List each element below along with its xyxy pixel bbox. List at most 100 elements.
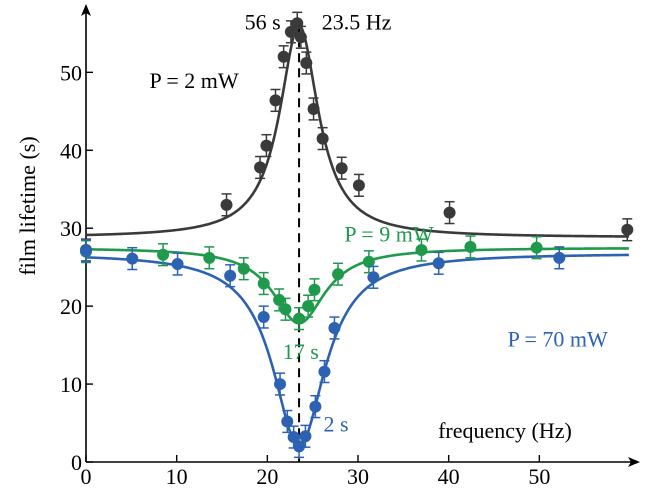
data-marker bbox=[273, 293, 286, 306]
data-marker bbox=[332, 268, 345, 281]
data-point bbox=[328, 316, 341, 340]
data-marker bbox=[287, 431, 300, 444]
data-marker bbox=[464, 240, 477, 253]
data-point bbox=[220, 193, 233, 217]
data-marker bbox=[260, 139, 273, 152]
annotation-label: P = 2 mW bbox=[149, 68, 238, 93]
data-marker bbox=[328, 321, 341, 334]
data-marker bbox=[220, 198, 233, 211]
data-marker bbox=[309, 400, 322, 413]
data-point bbox=[273, 288, 286, 312]
data-marker bbox=[316, 132, 329, 145]
data-point bbox=[171, 252, 184, 276]
x-tick-label: 0 bbox=[81, 464, 92, 489]
data-point bbox=[309, 395, 322, 419]
data-marker bbox=[80, 244, 92, 257]
y-tick-label: 30 bbox=[60, 216, 82, 241]
data-marker bbox=[277, 50, 290, 63]
data-marker bbox=[203, 251, 216, 264]
data-point bbox=[281, 409, 294, 434]
y-axis-label: film lifetime (s) bbox=[15, 136, 40, 275]
annotation-label: 17 s bbox=[283, 339, 319, 364]
data-point bbox=[432, 251, 445, 275]
data-marker bbox=[553, 251, 566, 264]
data-marker bbox=[294, 31, 307, 44]
x-tick-label: 40 bbox=[438, 464, 460, 489]
data-marker bbox=[126, 252, 139, 265]
data-point bbox=[80, 239, 92, 263]
data-point bbox=[279, 297, 292, 321]
data-point bbox=[443, 200, 456, 225]
data-point bbox=[316, 126, 329, 151]
data-point bbox=[269, 88, 282, 113]
data-marker bbox=[254, 161, 267, 174]
data-point bbox=[293, 306, 306, 331]
data-point bbox=[300, 51, 313, 75]
data-marker bbox=[299, 430, 312, 443]
data-point bbox=[224, 264, 237, 288]
data-marker bbox=[274, 378, 287, 391]
data-point bbox=[126, 246, 139, 271]
data-point bbox=[260, 133, 273, 158]
annotation-label: P = 70 mW bbox=[508, 327, 608, 352]
data-marker bbox=[443, 206, 456, 219]
data-marker bbox=[157, 248, 170, 261]
data-point bbox=[415, 238, 428, 262]
data-marker bbox=[308, 283, 321, 296]
data-marker bbox=[257, 311, 270, 324]
data-marker bbox=[237, 262, 250, 275]
data-point bbox=[294, 25, 307, 49]
y-tick-label: 20 bbox=[60, 294, 82, 319]
data-point bbox=[299, 424, 312, 448]
data-marker bbox=[352, 179, 365, 192]
data-marker bbox=[621, 223, 634, 236]
data-marker bbox=[302, 300, 315, 313]
x-axis-label: frequency (Hz) bbox=[438, 418, 572, 443]
data-point bbox=[157, 243, 170, 267]
data-marker bbox=[293, 440, 306, 453]
x-tick-label: 20 bbox=[256, 464, 278, 489]
data-point bbox=[293, 434, 306, 459]
data-point bbox=[332, 262, 345, 286]
data-marker bbox=[530, 241, 543, 254]
data-marker bbox=[171, 258, 184, 271]
data-marker bbox=[279, 303, 292, 316]
data-point bbox=[621, 218, 634, 242]
y-tick-label: 50 bbox=[60, 60, 82, 85]
data-point bbox=[203, 246, 216, 270]
axes: 0 10 20 30 40 50 0 10 20 30 40 50 bbox=[60, 4, 640, 489]
data-point bbox=[307, 97, 320, 121]
data-marker bbox=[415, 244, 428, 257]
data-marker bbox=[281, 415, 294, 428]
data-point bbox=[308, 278, 321, 302]
x-tick-label: 30 bbox=[347, 464, 369, 489]
data-marker bbox=[269, 94, 282, 107]
data-point bbox=[335, 156, 348, 180]
data-point bbox=[257, 271, 270, 296]
data-point bbox=[257, 305, 270, 329]
data-marker bbox=[362, 255, 375, 268]
fit-curve bbox=[85, 24, 629, 238]
data-marker bbox=[307, 102, 320, 115]
data-point bbox=[274, 372, 287, 396]
annotation-label: 23.5 Hz bbox=[322, 9, 392, 34]
x-tick-label: 10 bbox=[166, 464, 188, 489]
y-tick-label: 40 bbox=[60, 138, 82, 163]
data-point bbox=[318, 359, 331, 384]
data-point bbox=[464, 235, 477, 259]
data-point bbox=[367, 265, 380, 289]
chart-text: frequency (Hz) film lifetime (s) 56 s 23.5 … bbox=[15, 9, 608, 443]
data-points bbox=[80, 11, 634, 459]
data-marker bbox=[224, 269, 237, 282]
data-marker bbox=[335, 162, 348, 175]
y-tick-label: 10 bbox=[60, 372, 82, 397]
data-point bbox=[237, 257, 250, 281]
data-marker bbox=[300, 56, 313, 69]
data-marker bbox=[257, 277, 270, 290]
data-marker bbox=[318, 365, 331, 378]
data-marker bbox=[432, 257, 445, 270]
fit-curve bbox=[85, 247, 629, 325]
data-point bbox=[277, 45, 290, 69]
data-point bbox=[553, 246, 566, 270]
